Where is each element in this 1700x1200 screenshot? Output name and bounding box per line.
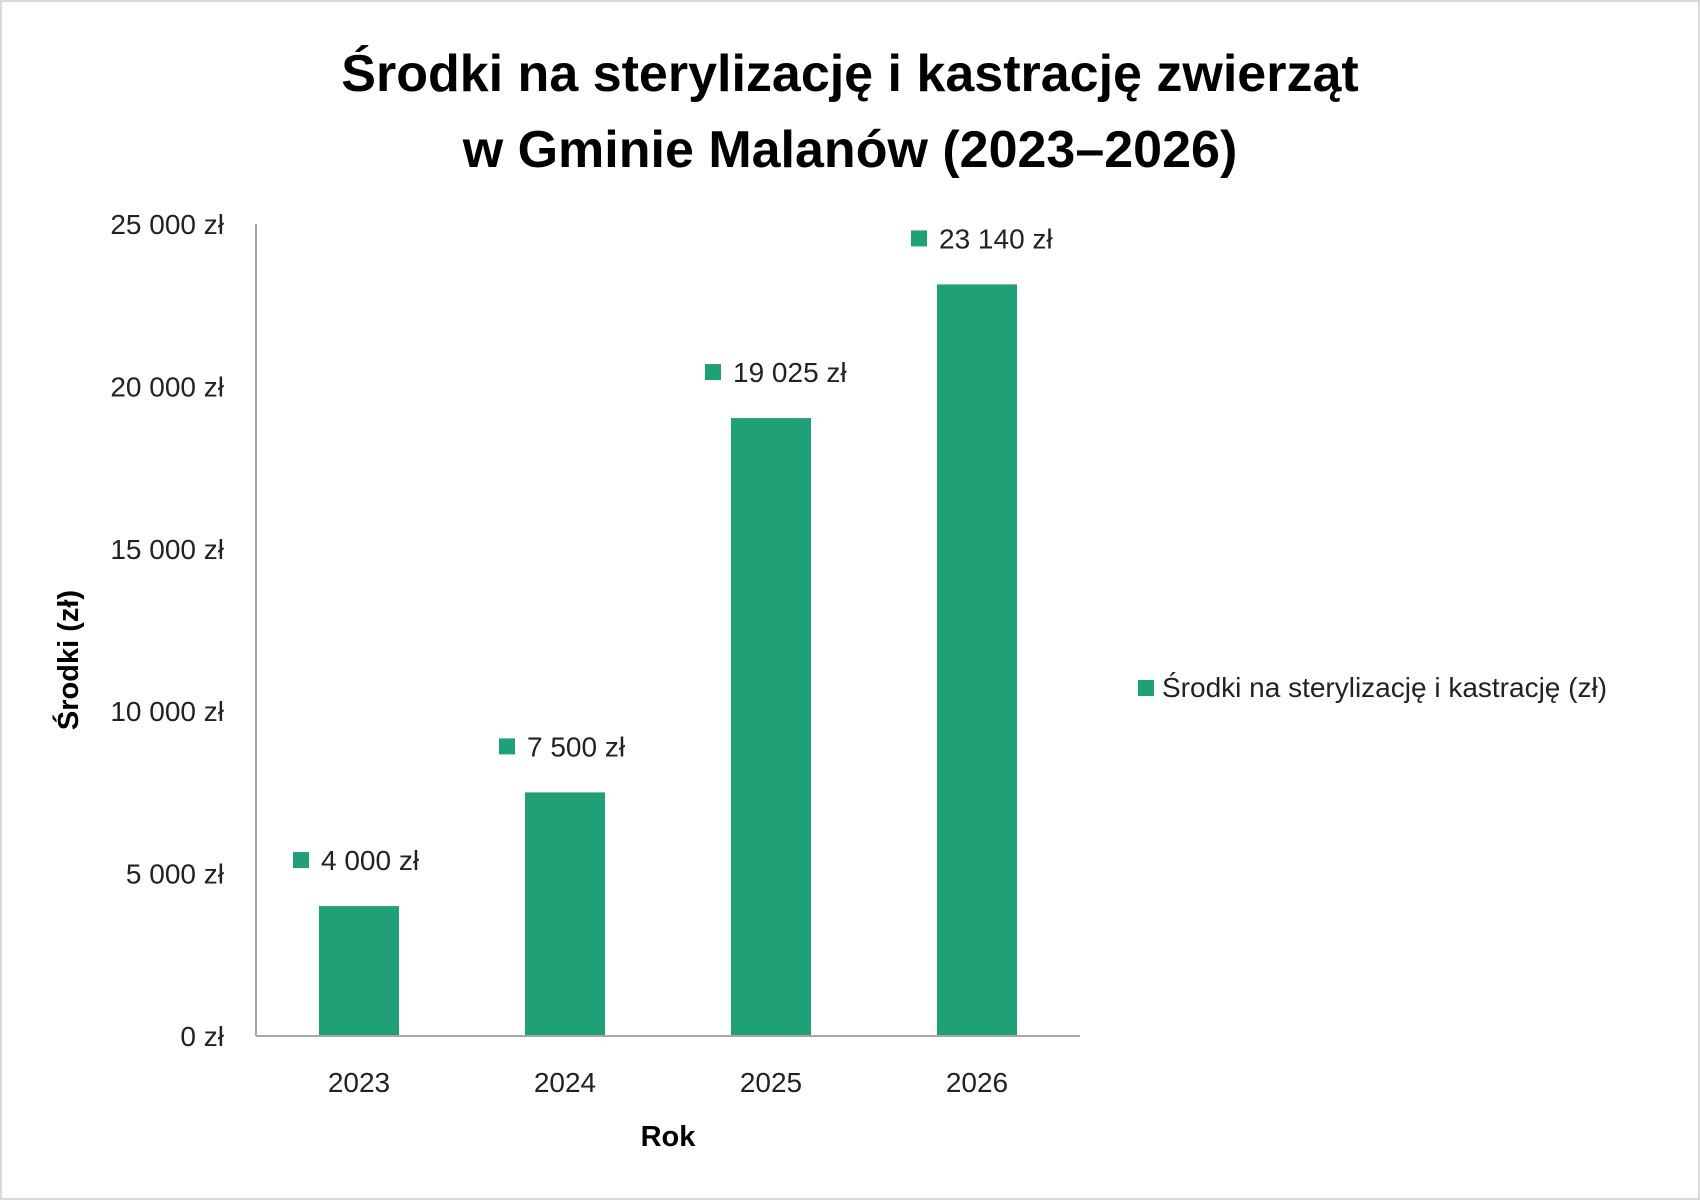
- chart-title-line-1: Środki na sterylizację i kastrację zwier…: [341, 45, 1359, 103]
- y-tick-label: 5 000 zł: [126, 859, 225, 890]
- x-tick-label: 2025: [740, 1067, 802, 1098]
- y-tick-label: 25 000 zł: [110, 209, 224, 240]
- y-tick-label: 10 000 zł: [110, 696, 224, 727]
- bar-2023: [319, 906, 399, 1036]
- y-tick-label: 20 000 zł: [110, 371, 224, 402]
- bar-2024: [525, 792, 605, 1036]
- bar-2025: [731, 418, 811, 1036]
- data-label-marker: [705, 364, 721, 381]
- y-axis-title: Środki (zł): [51, 590, 85, 730]
- data-label-marker: [293, 852, 309, 869]
- data-label-marker: [499, 738, 515, 755]
- x-axis-title: Rok: [641, 1121, 697, 1153]
- y-tick-label: 15 000 zł: [110, 534, 224, 565]
- bar-2026: [937, 284, 1017, 1036]
- data-label: 23 140 zł: [939, 223, 1053, 254]
- chart-title-line-2: w Gminie Malanów (2023–2026): [462, 121, 1238, 179]
- x-tick-label: 2023: [328, 1067, 390, 1098]
- data-label-marker: [911, 230, 927, 247]
- legend: Środki na sterylizację i kastrację (zł): [1138, 672, 1607, 704]
- legend-label: Środki na sterylizację i kastrację (zł): [1162, 672, 1608, 703]
- y-tick-label: 0 zł: [180, 1021, 224, 1052]
- legend-swatch: [1138, 680, 1154, 696]
- data-label: 19 025 zł: [733, 357, 847, 388]
- data-label: 4 000 zł: [321, 845, 420, 876]
- chart-title: Środki na sterylizację i kastrację zwier…: [0, 36, 1700, 188]
- data-label: 7 500 zł: [527, 731, 626, 762]
- x-tick-label: 2026: [946, 1067, 1008, 1098]
- x-tick-label: 2024: [534, 1067, 596, 1098]
